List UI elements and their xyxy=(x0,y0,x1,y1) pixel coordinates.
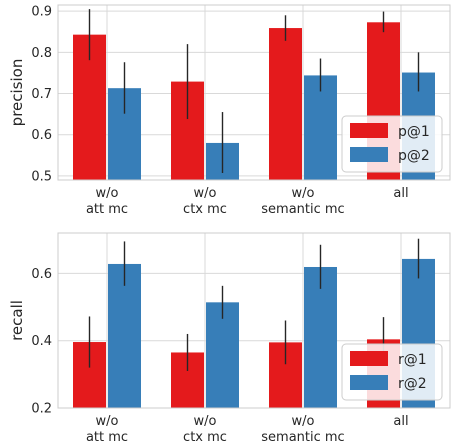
legend-label-r@1: r@1 xyxy=(398,352,427,368)
x-tick-label-1: w/o xyxy=(96,414,119,429)
bar-p@1-3 xyxy=(269,28,302,180)
legend-swatch-p@1 xyxy=(350,123,388,138)
y-tick-label: 0.8 xyxy=(31,46,52,61)
x-tick-label-1: att mc xyxy=(86,430,128,445)
x-tick-label-2: ctx mc xyxy=(183,202,227,217)
x-tick-label-1: att mc xyxy=(86,202,128,217)
plot-frame xyxy=(57,4,451,181)
legend-label-p@1: p@1 xyxy=(398,124,430,140)
bar-r@2-3 xyxy=(304,266,337,408)
x-tick-label-2: w/o xyxy=(194,414,217,429)
legend: r@1 r@2 xyxy=(341,343,443,401)
y-tick-label: 0.6 xyxy=(31,267,52,282)
x-tick-label-3: w/o xyxy=(292,186,315,201)
legend: p@1 p@2 xyxy=(341,115,443,173)
x-tick-label-4: all xyxy=(393,414,408,429)
x-tick-label-3: semantic mc xyxy=(261,430,344,445)
y-tick-label: 0.2 xyxy=(31,402,52,417)
x-tick-label-3: semantic mc xyxy=(261,202,344,217)
legend-swatch-r@2 xyxy=(350,375,388,390)
bar-p@2-3 xyxy=(304,75,337,180)
y-tick-label: 0.9 xyxy=(31,5,52,20)
legend-label-p@2: p@2 xyxy=(398,148,430,164)
legend-swatch-r@1 xyxy=(350,351,388,366)
y-axis-label: precision xyxy=(8,59,26,127)
bar-r@2-1 xyxy=(108,263,141,408)
y-tick-label: 0.5 xyxy=(31,169,52,184)
y-axis-label: recall xyxy=(8,300,26,341)
bar-r@2-2 xyxy=(206,302,239,408)
x-tick-label-2: w/o xyxy=(194,186,217,201)
y-tick-label: 0.4 xyxy=(31,334,52,349)
x-tick-label-1: w/o xyxy=(96,186,119,201)
x-tick-label-4: all xyxy=(393,186,408,201)
legend-swatch-p@2 xyxy=(350,147,388,162)
x-tick-label-2: ctx mc xyxy=(183,430,227,445)
x-tick-label-3: w/o xyxy=(292,414,315,429)
legend-label-r@2: r@2 xyxy=(398,376,427,392)
y-tick-label: 0.6 xyxy=(31,128,52,143)
plot-frame xyxy=(57,232,451,409)
y-tick-label: 0.7 xyxy=(31,87,52,102)
